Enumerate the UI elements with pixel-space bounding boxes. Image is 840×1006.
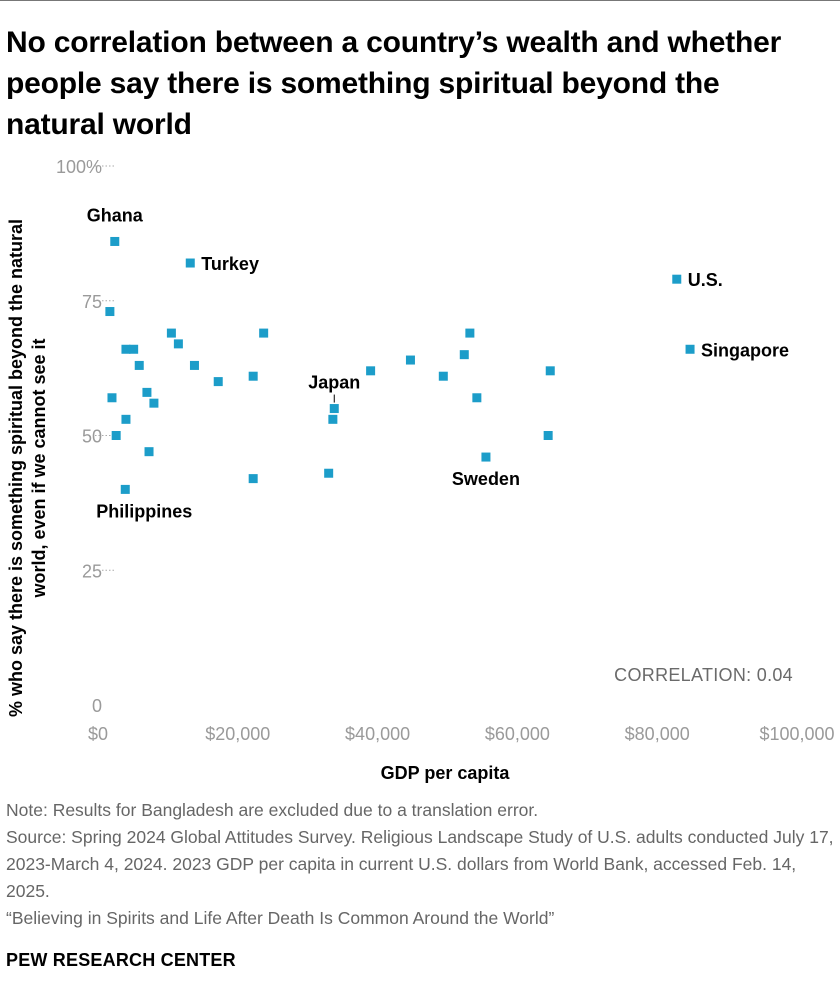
point-label: Turkey [201,254,259,274]
data-point [328,414,338,424]
scatter-chart: 0 25 50 75 100% $0 $20,000 $40,000 $60,000 $80,00… [6,157,835,783]
y-axis-title-line: % who say there is something spiritual b… [6,219,26,717]
data-point [144,447,154,457]
data-point [459,350,469,360]
point-label: Japan [308,373,360,393]
point-label: Ghana [87,205,144,225]
note-text: Note: Results for Bangladesh are exclude… [6,800,539,820]
data-point [149,398,159,408]
data-point [248,371,258,381]
point-label: Philippines [96,501,192,521]
data-point [472,393,482,403]
data-point [248,474,258,484]
brand-logo: PEW RESEARCH CENTER [6,950,236,970]
y-axis-title-line: world, even if we cannot see it [29,338,49,598]
data-point-u-s [672,274,682,284]
x-axis-title: GDP per capita [381,763,511,783]
point-label: Sweden [452,469,520,489]
report-title: “Believing in Spirits and Life After Dea… [6,908,555,928]
data-point [405,355,415,365]
data-point [259,328,269,338]
y-tick-label: 50 [82,427,102,447]
y-tick-label: 0 [92,696,102,716]
y-tick-label: 75 [82,292,102,312]
point-label: Singapore [701,340,789,360]
data-point-ghana [110,236,120,246]
correlation-annotation: CORRELATION: 0.04 [614,665,793,685]
data-point-singapore [685,344,695,354]
data-point-philippines [120,484,130,494]
data-point [134,360,144,370]
data-point [189,360,199,370]
data-point [129,344,139,354]
point-label: U.S. [688,270,723,290]
data-point-turkey [185,258,195,268]
data-point [121,344,131,354]
x-tick-label: $100,000 [759,724,834,744]
data-point-japan [329,404,339,414]
y-tick-label: 100% [56,157,102,177]
data-point [173,339,183,349]
top-rule [0,0,840,1]
data-point [543,431,553,440]
y-axis-title: % who say there is something spiritual b… [6,219,49,717]
chart-title: No correlation between a country’s wealt… [6,26,782,141]
data-point [438,371,448,381]
source-text: Source: Spring 2024 Global Attitudes Sur… [6,827,834,901]
data-point [465,328,475,338]
x-tick-label: $80,000 [625,724,690,744]
data-point [107,393,117,403]
x-tick-label: $60,000 [485,724,550,744]
y-tick-label: 25 [82,561,102,581]
data-point [545,366,555,376]
x-tick-label: $20,000 [205,724,270,744]
data-point [324,468,334,478]
data-point [121,414,131,424]
data-point [111,431,121,440]
data-point [213,377,223,387]
x-tick-label: $40,000 [345,724,410,744]
data-point [366,366,376,376]
data-point [105,307,115,317]
x-tick-label: $0 [88,724,108,744]
data-point [142,387,152,397]
data-point [166,328,176,338]
notes: Note: Results for Bangladesh are exclude… [6,797,834,932]
data-point-sweden [481,452,491,462]
